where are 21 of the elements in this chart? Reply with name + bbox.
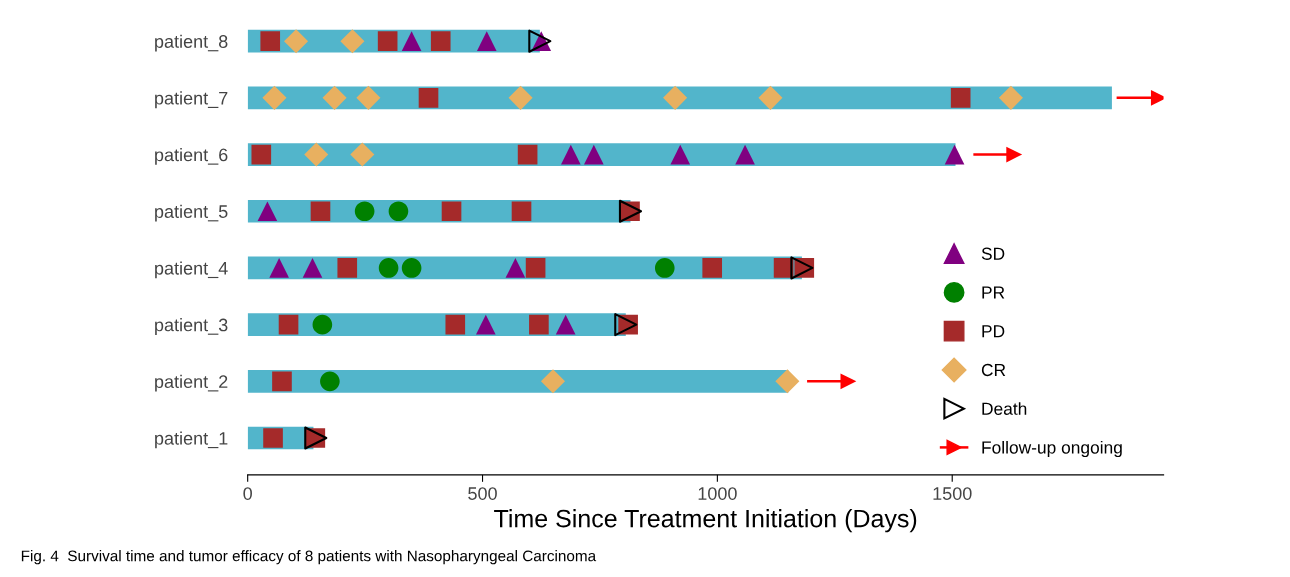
bar	[247, 369, 789, 393]
legend-label: SD	[981, 247, 1005, 260]
legend-label: Death	[982, 402, 1027, 415]
legend-label: CR	[981, 363, 1006, 377]
x-tick-label: 500	[468, 487, 497, 500]
x-tick-label: 0	[243, 487, 252, 500]
legend-label: Follow-up ongoing	[982, 440, 1122, 458]
y-tick-label: patient_8	[155, 34, 228, 52]
y-tick-label: patient_7	[155, 91, 228, 109]
legend-label: PR	[982, 286, 1005, 299]
y-tick-label: patient_4	[155, 261, 228, 279]
y-tick-label: patient_6	[155, 148, 228, 165]
y-tick-label: patient_3	[155, 318, 228, 335]
y-tick-label: patient_5	[155, 204, 228, 222]
caption: Fig. 4 Survival time and tumor efficacy of 8 patients with Nasopharyngeal Carcinoma	[21, 550, 597, 565]
x-axis-title: Time Since Treatment Initiation (Days)	[494, 509, 917, 533]
y-tick-label: patient_2	[155, 374, 228, 392]
x-tick-label: 1000	[698, 487, 737, 500]
y-tick-label: patient_1	[155, 431, 228, 449]
legend-label: PD	[982, 325, 1005, 338]
x-tick-label: 1500	[933, 487, 972, 500]
